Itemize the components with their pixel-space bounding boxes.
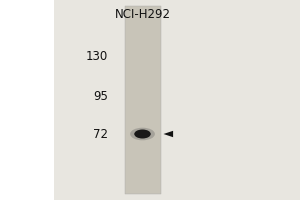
Text: 130: 130	[86, 49, 108, 62]
FancyBboxPatch shape	[54, 0, 300, 200]
Text: 72: 72	[93, 128, 108, 140]
FancyBboxPatch shape	[124, 6, 160, 194]
Text: NCI-H292: NCI-H292	[115, 8, 170, 21]
Ellipse shape	[130, 128, 155, 140]
Text: 95: 95	[93, 90, 108, 102]
Ellipse shape	[134, 130, 151, 138]
Polygon shape	[164, 131, 173, 137]
